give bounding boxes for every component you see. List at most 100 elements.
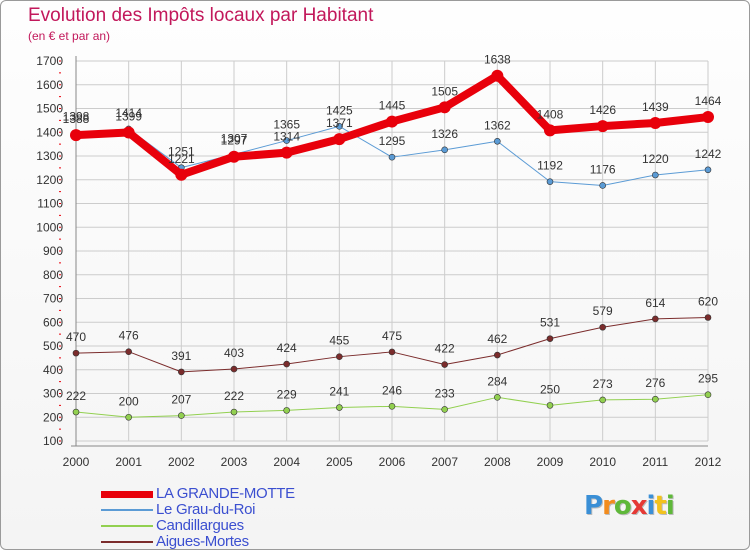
data-point — [652, 171, 659, 179]
data-label: 403 — [224, 346, 244, 360]
data-point — [388, 348, 396, 356]
x-tick-label: 2007 — [431, 455, 458, 469]
x-tick-label: 2010 — [589, 455, 616, 469]
y-tick-label: 1100 — [37, 197, 63, 211]
data-label: 1242 — [695, 147, 722, 161]
data-point — [599, 323, 606, 331]
proxiti-logo: Proxiti — [584, 491, 675, 521]
data-point — [494, 137, 501, 145]
legend-swatch-candillargues — [101, 525, 153, 527]
data-label: 1297 — [221, 134, 248, 148]
data-label: 1388 — [63, 112, 90, 126]
data-point — [438, 101, 451, 114]
data-point — [546, 335, 554, 342]
x-tick-label: 2012 — [695, 455, 722, 469]
data-label: 250 — [540, 382, 560, 396]
x-tick-label: 2003 — [221, 455, 248, 469]
data-point — [441, 361, 448, 368]
data-point — [178, 412, 185, 419]
data-point — [122, 126, 135, 139]
legend-item-la-grande-motte: LA GRANDE-MOTTE — [101, 485, 361, 502]
data-point — [228, 150, 240, 163]
data-point — [336, 123, 343, 130]
data-label: 1425 — [326, 103, 353, 117]
data-label: 222 — [66, 389, 86, 403]
data-point — [652, 395, 659, 403]
data-point — [125, 348, 132, 356]
legend-swatch-aigues-mortes — [101, 541, 153, 543]
data-label: 1445 — [379, 99, 406, 113]
x-tick-label: 2009 — [537, 455, 564, 469]
data-label: 207 — [171, 393, 191, 407]
legend-item-candillargues: Candillargues — [101, 517, 361, 534]
data-point — [441, 146, 448, 154]
data-label: 284 — [487, 374, 507, 388]
x-tick-label: 2006 — [379, 455, 406, 469]
legend-swatch-la-grande-motte — [101, 491, 153, 498]
y-tick-label: 100 — [43, 434, 63, 448]
data-label: 470 — [66, 330, 86, 344]
y-tick-label: 700 — [43, 292, 63, 306]
data-point — [702, 111, 714, 124]
legend-swatch-le-grau-du-roi — [101, 509, 153, 511]
data-label: 1307 — [221, 131, 248, 145]
y-tick-label: 900 — [43, 244, 63, 258]
data-point — [178, 368, 185, 376]
data-label: 422 — [435, 342, 455, 356]
data-point — [175, 168, 188, 181]
data-point — [230, 365, 238, 373]
data-point — [599, 396, 606, 404]
data-point — [336, 404, 343, 411]
data-point — [283, 407, 290, 414]
data-point — [333, 133, 346, 146]
data-label: 229 — [277, 387, 297, 401]
x-tick-label: 2008 — [484, 455, 511, 469]
data-point — [441, 406, 448, 413]
data-point — [72, 408, 80, 416]
x-tick-label: 2001 — [115, 455, 142, 469]
y-tick-label: 1700 — [36, 54, 63, 68]
data-label: 276 — [645, 376, 665, 390]
legend-label-candillargues: Candillargues — [156, 517, 244, 534]
y-tick-label: 1300 — [36, 149, 63, 163]
data-label: 222 — [224, 389, 244, 403]
data-point — [546, 178, 554, 185]
legend-label-aigues-mortes: Aigues-Mortes — [156, 533, 249, 550]
data-point — [125, 413, 132, 421]
data-point — [386, 115, 398, 128]
data-label: 200 — [119, 394, 139, 408]
data-point — [596, 120, 609, 133]
y-tick-label: 1000 — [36, 220, 63, 234]
data-point — [70, 129, 82, 142]
data-point — [649, 116, 662, 129]
data-label: 1220 — [642, 152, 669, 166]
data-label: 1426 — [589, 103, 616, 117]
y-tick-label: 1500 — [36, 102, 63, 116]
data-label: 1408 — [537, 107, 564, 121]
data-label: 1638 — [484, 53, 511, 67]
data-label: 1439 — [642, 100, 669, 114]
data-label: 1251 — [168, 145, 195, 159]
chart-title: Evolution des Impôts locaux par Habitant — [28, 5, 374, 26]
y-tick-label: 400 — [43, 363, 63, 377]
data-point — [599, 182, 606, 189]
legend-item-le-grau-du-roi: Le Grau-du-Roi — [101, 501, 361, 518]
data-point — [388, 403, 396, 410]
data-point — [546, 402, 554, 409]
x-tick-label: 2011 — [642, 455, 668, 469]
data-label: 273 — [593, 377, 613, 391]
data-label: 1371 — [326, 116, 353, 130]
legend-label-la-grande-motte: LA GRANDE-MOTTE — [156, 485, 295, 502]
data-point — [388, 153, 396, 161]
x-tick-label: 2002 — [168, 455, 195, 469]
data-label: 579 — [593, 304, 613, 318]
chart-subtitle: (en € et par an) — [28, 29, 111, 43]
data-point — [230, 408, 238, 416]
data-label: 475 — [382, 329, 402, 343]
data-point — [283, 137, 290, 144]
data-label: 1192 — [537, 159, 563, 173]
legend-item-aigues-mortes: Aigues-Mortes — [101, 533, 361, 550]
y-tick-label: 500 — [43, 339, 63, 353]
